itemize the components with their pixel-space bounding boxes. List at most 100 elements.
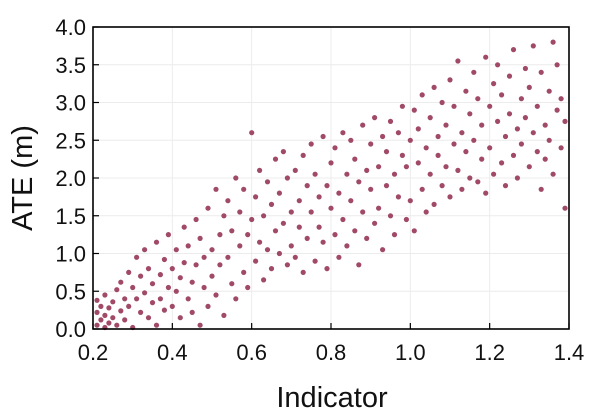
- data-point: [463, 88, 469, 94]
- x-tick-label: 0.4: [157, 340, 188, 365]
- x-tick-label: 0.8: [316, 340, 347, 365]
- data-point: [249, 216, 255, 223]
- data-point: [356, 262, 362, 268]
- data-point: [391, 171, 398, 177]
- data-point: [562, 205, 568, 211]
- data-point: [308, 209, 314, 215]
- data-point: [153, 322, 160, 328]
- data-point: [98, 303, 104, 309]
- data-point: [102, 292, 108, 298]
- data-point: [114, 287, 120, 293]
- data-point: [479, 156, 485, 162]
- data-point: [419, 92, 425, 98]
- data-point: [399, 103, 405, 109]
- data-point: [546, 137, 552, 143]
- data-point: [435, 152, 441, 158]
- data-point: [415, 160, 421, 166]
- data-point: [98, 317, 104, 323]
- data-point: [185, 296, 191, 302]
- data-point: [280, 220, 286, 226]
- data-point: [360, 122, 366, 128]
- data-point: [562, 118, 568, 124]
- y-tick-label: 0.0: [55, 317, 86, 342]
- data-point: [217, 232, 223, 238]
- data-point: [142, 247, 148, 253]
- data-point: [383, 183, 390, 189]
- data-point: [403, 216, 409, 223]
- data-point: [308, 141, 314, 147]
- data-point: [264, 247, 271, 253]
- x-tick-label: 1.0: [395, 340, 426, 365]
- data-point: [320, 133, 326, 140]
- data-point: [383, 149, 390, 155]
- data-point: [225, 254, 231, 260]
- data-point: [241, 186, 247, 192]
- data-point: [518, 96, 525, 102]
- data-point: [181, 224, 187, 230]
- data-point: [483, 190, 489, 196]
- data-point: [344, 171, 350, 177]
- data-point: [106, 305, 112, 311]
- data-point: [403, 164, 409, 170]
- data-point: [138, 273, 144, 279]
- data-point: [304, 235, 310, 241]
- data-point: [530, 43, 536, 49]
- data-point: [380, 247, 386, 253]
- y-tick-label: 1.5: [55, 204, 86, 229]
- data-point: [336, 190, 342, 196]
- data-point: [518, 141, 525, 147]
- data-point: [447, 77, 453, 83]
- x-tick-label: 1.2: [474, 340, 505, 365]
- data-point: [368, 141, 374, 147]
- data-point: [257, 167, 263, 173]
- data-point: [205, 205, 211, 211]
- data-point: [419, 186, 425, 192]
- data-point: [352, 228, 358, 234]
- y-tick-label: 4.0: [55, 15, 86, 40]
- data-point: [276, 250, 282, 257]
- data-point: [288, 243, 294, 249]
- data-point: [288, 209, 294, 215]
- data-point: [221, 213, 227, 219]
- data-point: [423, 209, 429, 215]
- x-tick-label: 0.2: [78, 340, 109, 365]
- data-point: [372, 220, 378, 226]
- data-point: [395, 130, 401, 136]
- data-point: [376, 205, 382, 211]
- data-point: [431, 201, 437, 207]
- data-point: [268, 266, 275, 272]
- data-point: [142, 290, 148, 296]
- data-point: [110, 299, 116, 305]
- data-point: [471, 69, 477, 75]
- data-point: [316, 224, 322, 230]
- data-point: [546, 88, 552, 94]
- data-point: [161, 256, 167, 263]
- data-point: [261, 277, 267, 283]
- data-point: [447, 194, 453, 200]
- y-tick-label: 1.0: [55, 242, 86, 267]
- data-point: [455, 58, 461, 64]
- data-point: [395, 194, 401, 200]
- data-point: [391, 232, 398, 238]
- data-point: [352, 156, 358, 162]
- data-point: [169, 303, 175, 309]
- data-point: [221, 312, 227, 318]
- data-point: [514, 126, 521, 132]
- x-axis-ticks: 0.2 0.4 0.6 0.8 1.0 1.2 1.4: [78, 323, 584, 365]
- data-point: [372, 115, 378, 121]
- data-point: [118, 279, 124, 285]
- data-point: [130, 284, 136, 291]
- data-point: [550, 39, 556, 45]
- y-tick-label: 2.5: [55, 128, 86, 153]
- data-point: [534, 103, 540, 109]
- data-point: [201, 284, 207, 291]
- data-point: [94, 322, 100, 328]
- data-point: [467, 175, 473, 181]
- data-point: [415, 126, 421, 132]
- data-point: [197, 322, 203, 328]
- data-point: [451, 103, 457, 109]
- data-point: [499, 92, 505, 98]
- data-point: [169, 266, 175, 272]
- data-point: [495, 62, 501, 68]
- data-point: [475, 96, 481, 102]
